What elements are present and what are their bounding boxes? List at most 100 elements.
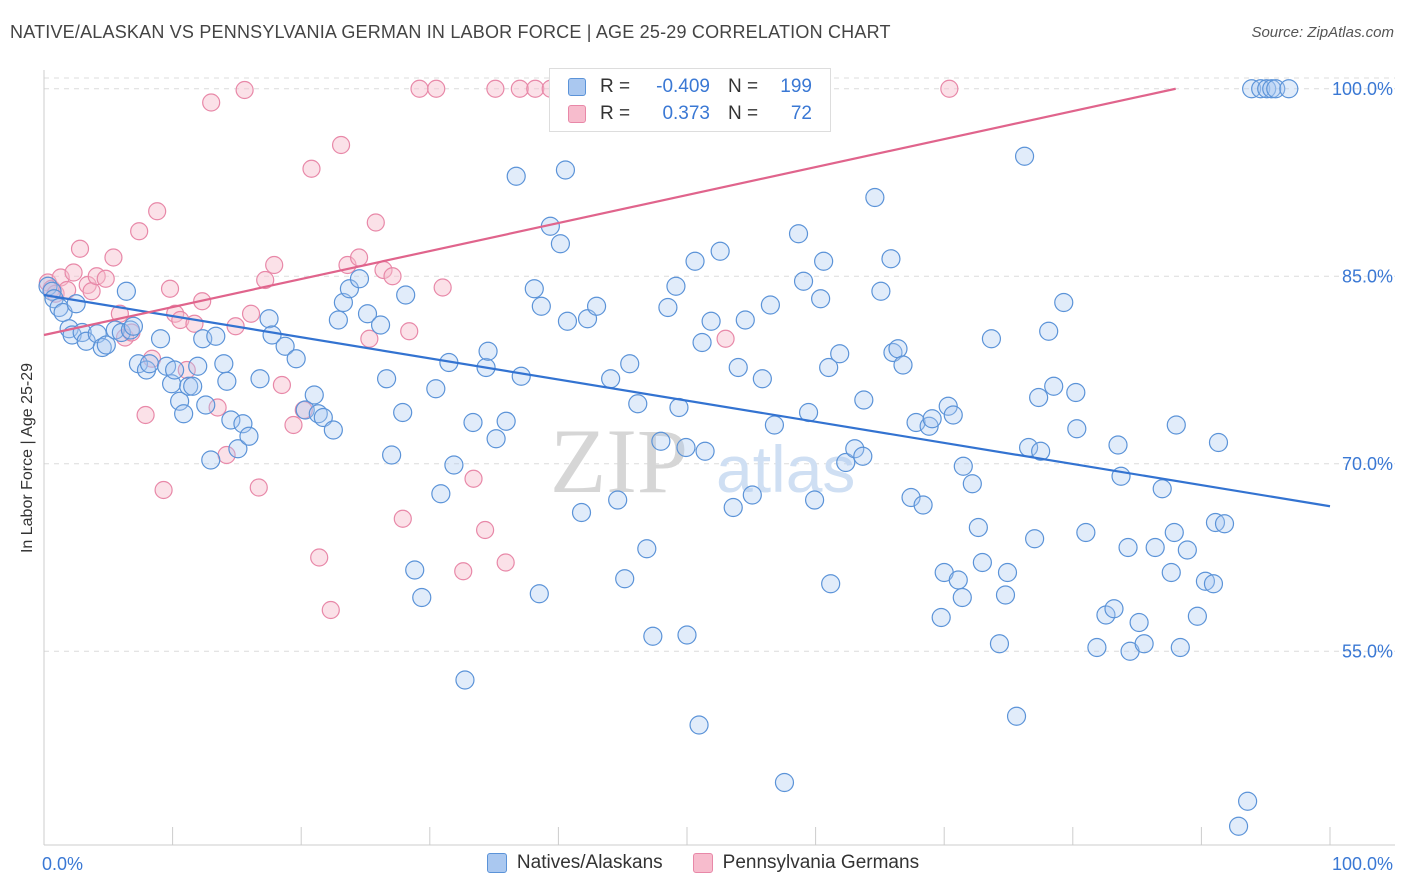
data-point-native (1039, 321, 1059, 341)
data-point-native (1279, 79, 1299, 99)
data-point-native (774, 772, 795, 793)
data-point-native (426, 379, 446, 399)
data-point-pennsylvania (486, 79, 505, 98)
x-tick-label: 0.0% (42, 854, 83, 874)
data-point-native (901, 487, 921, 508)
data-point-pennsylvania (526, 79, 545, 98)
data-point-pennsylvania (310, 548, 329, 567)
watermark-zip: ZIP (550, 410, 688, 512)
series-legend: Natives/Alaskans Pennsylvania Germans (0, 852, 1406, 874)
data-point-pennsylvania (235, 80, 254, 100)
data-point-pennsylvania (148, 202, 167, 221)
data-point-native (170, 391, 190, 411)
data-point-native (275, 336, 295, 356)
data-point-native (689, 715, 709, 735)
data-point-native (486, 429, 506, 449)
data-point-native (677, 625, 697, 645)
data-point-native (550, 234, 571, 254)
data-point-native (962, 474, 982, 494)
data-point-native (628, 394, 648, 414)
trend-line-native (43, 293, 1331, 508)
data-point-native (150, 329, 171, 349)
data-point-native (854, 390, 874, 410)
data-point-native (511, 366, 531, 386)
data-point-pennsylvania (104, 248, 123, 267)
data-point-pennsylvania (160, 279, 180, 298)
data-point-native (608, 490, 628, 510)
data-point-native (615, 569, 635, 589)
data-point-pennsylvania (331, 135, 351, 155)
data-point-native (506, 166, 526, 186)
data-point-native (931, 607, 951, 628)
data-point-native (1108, 435, 1128, 455)
legend-item-natives[interactable]: Natives/Alaskans (486, 852, 663, 874)
data-point-native (323, 420, 343, 440)
data-point-native (179, 376, 199, 396)
data-point-pennsylvania (70, 239, 90, 258)
data-point-native (188, 356, 208, 376)
data-point-native (412, 587, 432, 608)
legend-r-value: 0.373 (662, 103, 710, 124)
chart-title: NATIVE/ALASKAN VS PENNSYLVANIA GERMAN IN… (10, 22, 891, 42)
data-point-pennsylvania (716, 329, 735, 348)
data-point-native (804, 490, 825, 510)
data-point-pennsylvania (366, 213, 385, 232)
data-point-native (66, 294, 86, 314)
legend-label-pennsylvania: Pennsylvania Germans (722, 852, 920, 873)
data-point-native (1195, 571, 1216, 591)
data-point-native (382, 445, 402, 465)
data-point-native (1203, 574, 1224, 594)
data-point-native (555, 160, 576, 180)
data-point-pennsylvania (321, 600, 340, 620)
data-point-native (723, 497, 743, 518)
data-point-native (217, 371, 237, 391)
data-point-native (206, 326, 226, 346)
data-point-native (233, 414, 253, 434)
data-point-native (968, 517, 988, 538)
data-point-pennsylvania (284, 415, 303, 435)
data-point-native (997, 562, 1018, 583)
data-point-native (531, 296, 551, 316)
data-point-native (651, 431, 671, 451)
data-point-pennsylvania (349, 248, 369, 267)
data-point-pennsylvania (464, 469, 483, 488)
tick-labels: 55.0% 70.0% 85.0% 100.0% 0.0% 100.0% (42, 79, 1393, 874)
data-point-native (431, 484, 451, 504)
data-point-pennsylvania (249, 478, 268, 497)
data-point-native (764, 415, 785, 435)
data-point-native (989, 634, 1010, 654)
data-point-native (893, 355, 913, 375)
data-point-native (393, 402, 413, 423)
y-tick-label: 55.0% (1342, 641, 1393, 661)
data-point-native (881, 249, 901, 269)
data-point-pennsylvania (393, 509, 412, 528)
legend-swatch-pink (568, 105, 586, 123)
data-point-native (871, 281, 891, 301)
data-point-native (1076, 522, 1096, 543)
data-point-native (1006, 706, 1027, 726)
data-point-native (1228, 816, 1249, 836)
legend-item-pennsylvania[interactable]: Pennsylvania Germans (692, 852, 920, 874)
data-point-native (1177, 540, 1197, 560)
data-point-native (1145, 537, 1165, 558)
data-point-native (948, 570, 968, 590)
data-point-native (196, 395, 216, 415)
legend-r-value: -0.409 (656, 76, 710, 97)
data-point-native (695, 441, 715, 461)
data-point-native (259, 309, 279, 329)
legend-n-value: 72 (790, 103, 812, 124)
trend-line-pennsylvania (43, 87, 1176, 337)
data-point-native (214, 354, 234, 374)
data-point-native (701, 311, 721, 331)
legend-swatch-blue (486, 853, 507, 873)
data-point-native (1118, 537, 1138, 558)
data-point-native (370, 315, 391, 335)
data-point-pennsylvania (130, 222, 149, 241)
data-point-pennsylvania (202, 93, 221, 112)
data-point-native (830, 344, 850, 364)
data-point-native (1161, 562, 1181, 583)
data-point-pennsylvania (136, 405, 155, 425)
legend-label-natives: Natives/Alaskans (516, 852, 663, 873)
data-point-native (952, 587, 972, 608)
data-point-native (1134, 634, 1154, 654)
